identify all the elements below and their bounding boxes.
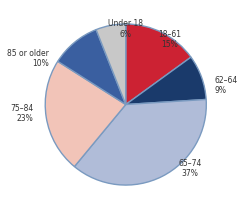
Text: 85 or older
10%: 85 or older 10%	[7, 49, 49, 68]
Text: 62–64
9%: 62–64 9%	[214, 75, 238, 95]
Text: Under 18
6%: Under 18 6%	[108, 19, 143, 39]
Wedge shape	[126, 25, 191, 105]
Wedge shape	[58, 30, 126, 105]
Wedge shape	[45, 62, 126, 167]
Text: 18–61
15%: 18–61 15%	[159, 30, 182, 49]
Text: 65–74
37%: 65–74 37%	[179, 158, 202, 177]
Wedge shape	[74, 100, 206, 185]
Text: 75–84
23%: 75–84 23%	[10, 103, 33, 123]
Wedge shape	[96, 25, 126, 105]
Wedge shape	[126, 58, 206, 105]
